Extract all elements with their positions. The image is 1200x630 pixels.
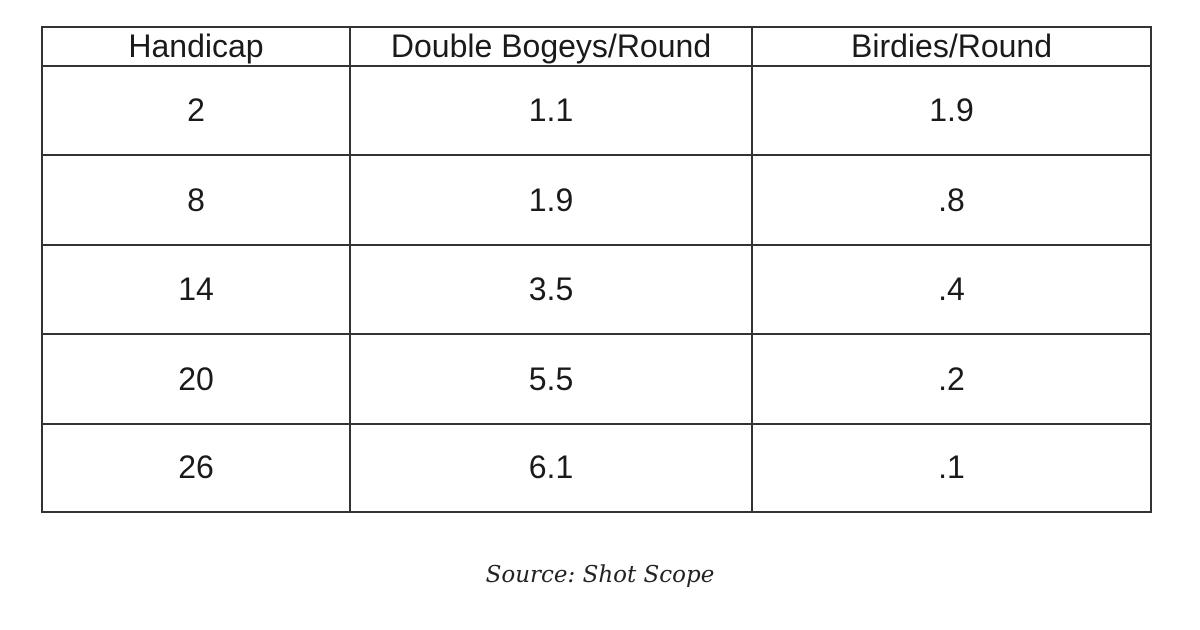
table-row: 26 6.1 .1 — [43, 422, 1150, 511]
stats-table-container: Handicap Double Bogeys/Round Birdies/Rou… — [41, 26, 1152, 513]
header-double-bogeys: Double Bogeys/Round — [349, 28, 753, 67]
table-row: 20 5.5 .2 — [43, 333, 1150, 425]
handicap-stats-table: Handicap Double Bogeys/Round Birdies/Rou… — [43, 28, 1150, 511]
header-birdies: Birdies/Round — [751, 28, 1150, 67]
cell-birdies: 1.9 — [751, 64, 1150, 157]
cell-birdies: .4 — [751, 243, 1150, 336]
cell-double-bogeys: 3.5 — [349, 243, 753, 336]
source-caption: Source: Shot Scope — [485, 562, 715, 588]
cell-handicap: 14 — [43, 243, 351, 336]
cell-birdies: .2 — [751, 333, 1150, 425]
cell-handicap: 8 — [43, 154, 351, 246]
table-row: 2 1.1 1.9 — [43, 64, 1150, 157]
table-row: 14 3.5 .4 — [43, 243, 1150, 336]
table-row: 8 1.9 .8 — [43, 154, 1150, 246]
table-header-row: Handicap Double Bogeys/Round Birdies/Rou… — [43, 28, 1150, 67]
cell-birdies: .8 — [751, 154, 1150, 246]
cell-double-bogeys: 6.1 — [349, 422, 753, 511]
cell-double-bogeys: 5.5 — [349, 333, 753, 425]
header-handicap: Handicap — [43, 28, 351, 67]
cell-handicap: 26 — [43, 422, 351, 511]
cell-double-bogeys: 1.1 — [349, 64, 753, 157]
cell-birdies: .1 — [751, 422, 1150, 511]
cell-handicap: 2 — [43, 64, 351, 157]
cell-handicap: 20 — [43, 333, 351, 425]
cell-double-bogeys: 1.9 — [349, 154, 753, 246]
